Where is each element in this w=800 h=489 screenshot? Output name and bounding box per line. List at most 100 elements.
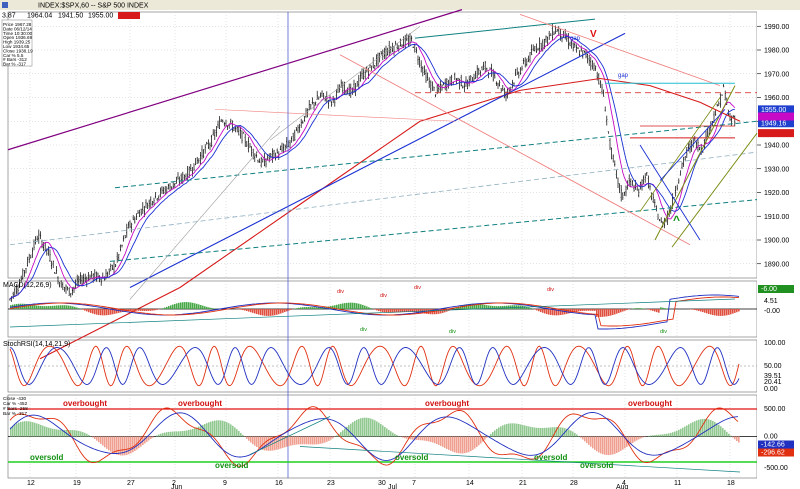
osc-histogram-bar bbox=[448, 436, 450, 450]
oversold-label: oversold bbox=[395, 453, 428, 462]
osc-histogram-bar bbox=[384, 426, 386, 437]
macd-histogram-bar bbox=[472, 303, 474, 309]
macd-histogram-bar bbox=[642, 308, 644, 309]
osc-histogram-bar bbox=[366, 417, 368, 437]
osc-histogram-bar bbox=[680, 428, 682, 437]
macd-histogram-bar bbox=[410, 309, 412, 312]
top-marker: V bbox=[590, 29, 597, 40]
osc-histogram-bar bbox=[108, 436, 110, 451]
stoch-label: StochRSI(14,14,21,9) bbox=[3, 341, 70, 348]
osc-histogram-bar bbox=[262, 436, 264, 450]
ma-long-red bbox=[39, 77, 741, 360]
osc-histogram-bar bbox=[598, 436, 600, 453]
macd-histogram-bar bbox=[198, 304, 200, 309]
osc-histogram-bar bbox=[134, 436, 136, 452]
osc-histogram-bar bbox=[590, 436, 592, 447]
macd-histogram-bar bbox=[180, 302, 182, 309]
macd-histogram-bar bbox=[290, 309, 292, 310]
osc-histogram-bar bbox=[424, 436, 426, 441]
osc-histogram-bar bbox=[178, 431, 180, 437]
macd-histogram-bar bbox=[580, 309, 582, 312]
osc-histogram-bar bbox=[442, 436, 444, 447]
macd-histogram-bar bbox=[656, 309, 658, 313]
macd-histogram-bar bbox=[96, 309, 98, 315]
macd-histogram-bar bbox=[208, 307, 210, 309]
macd-histogram-bar bbox=[112, 309, 114, 315]
info-line: Low 1934.65 bbox=[3, 44, 30, 49]
macd-histogram-bar bbox=[588, 309, 590, 311]
osc-histogram-bar bbox=[620, 436, 622, 451]
macd-histogram-bar bbox=[338, 304, 340, 309]
osc-histogram-bar bbox=[594, 436, 596, 450]
macd-histogram-bar bbox=[634, 308, 636, 309]
osc-histogram-bar bbox=[688, 424, 690, 437]
osc-histogram-bar bbox=[462, 436, 464, 454]
macd-histogram-bar bbox=[370, 308, 372, 309]
osc-histogram-bar bbox=[28, 421, 30, 437]
macd-histogram-bar bbox=[716, 309, 718, 316]
osc-slow-line bbox=[9, 412, 739, 461]
macd-histogram-bar bbox=[20, 303, 22, 309]
stoch-tick: 50.00 bbox=[764, 363, 782, 370]
osc-tick: 0.00 bbox=[764, 434, 778, 441]
div-label: div bbox=[547, 287, 554, 293]
osc-histogram-bar bbox=[226, 422, 228, 437]
osc-histogram-bar bbox=[206, 423, 208, 437]
osc-histogram-bar bbox=[140, 436, 142, 447]
macd-histogram-bar bbox=[460, 305, 462, 309]
macd-histogram-bar bbox=[528, 307, 530, 309]
macd-histogram-bar bbox=[364, 305, 366, 309]
info-line: Time 10:30:00 bbox=[3, 31, 33, 36]
osc-histogram-bar bbox=[342, 430, 344, 437]
macd-histogram-bar bbox=[614, 309, 616, 315]
macd-histogram-bar bbox=[308, 307, 310, 309]
macd-histogram-bar bbox=[428, 309, 430, 315]
macd-histogram-bar bbox=[400, 309, 402, 313]
macd-histogram-bar bbox=[352, 302, 354, 309]
macd-histogram-bar bbox=[84, 309, 86, 311]
macd-histogram-bar bbox=[244, 309, 246, 311]
macd-histogram-bar bbox=[46, 306, 48, 309]
osc-histogram-bar bbox=[712, 420, 714, 437]
osc-histogram-bar bbox=[220, 420, 222, 437]
osc-histogram-bar bbox=[576, 434, 578, 437]
osc-histogram-bar bbox=[176, 431, 178, 437]
macd-histogram-bar bbox=[730, 309, 732, 315]
osc-histogram-bar bbox=[654, 435, 656, 437]
macd-histogram-bar bbox=[334, 305, 336, 309]
osc-histogram-bar bbox=[406, 436, 408, 439]
macd-histogram-bar bbox=[436, 309, 438, 315]
macd-histogram-bar bbox=[94, 309, 96, 315]
osc-histogram-bar bbox=[380, 424, 382, 437]
macd-histogram-bar bbox=[604, 309, 606, 317]
macd-histogram-bar bbox=[456, 307, 458, 309]
osc-histogram-bar bbox=[524, 425, 526, 437]
osc-histogram-bar bbox=[160, 433, 162, 437]
macd-histogram-bar bbox=[638, 308, 640, 309]
price-tick-label: 1890.00 bbox=[764, 261, 789, 268]
osc-histogram-bar bbox=[530, 426, 532, 437]
osc-tick: -500.00 bbox=[764, 465, 788, 472]
macd-histogram-bar bbox=[620, 309, 622, 313]
info-line: Close 1938.19 bbox=[3, 48, 33, 53]
osc-histogram-bar bbox=[514, 423, 516, 437]
osc-histogram-bar bbox=[74, 430, 76, 437]
osc-histogram-bar bbox=[550, 427, 552, 437]
channel-red-lower bbox=[339, 54, 691, 246]
osc-histogram-bar bbox=[390, 431, 392, 437]
info-line: High 1939.25 bbox=[3, 40, 31, 45]
macd-histogram-bar bbox=[454, 308, 456, 309]
macd-histogram-bar bbox=[578, 309, 580, 312]
trendline-purple bbox=[7, 9, 463, 151]
osc-histogram-bar bbox=[250, 436, 252, 443]
macd-histogram-bar bbox=[720, 309, 722, 316]
osc-histogram-bar bbox=[434, 436, 436, 444]
macd-histogram-bar bbox=[62, 305, 64, 309]
div-label: div bbox=[380, 293, 387, 299]
macd-histogram-bar bbox=[164, 307, 166, 309]
osc-histogram-bar bbox=[260, 436, 262, 450]
oversold-label: oversold bbox=[580, 461, 613, 470]
div-label: div bbox=[449, 329, 456, 335]
osc-histogram-bar bbox=[468, 436, 470, 452]
macd-histogram-bar bbox=[694, 309, 696, 311]
